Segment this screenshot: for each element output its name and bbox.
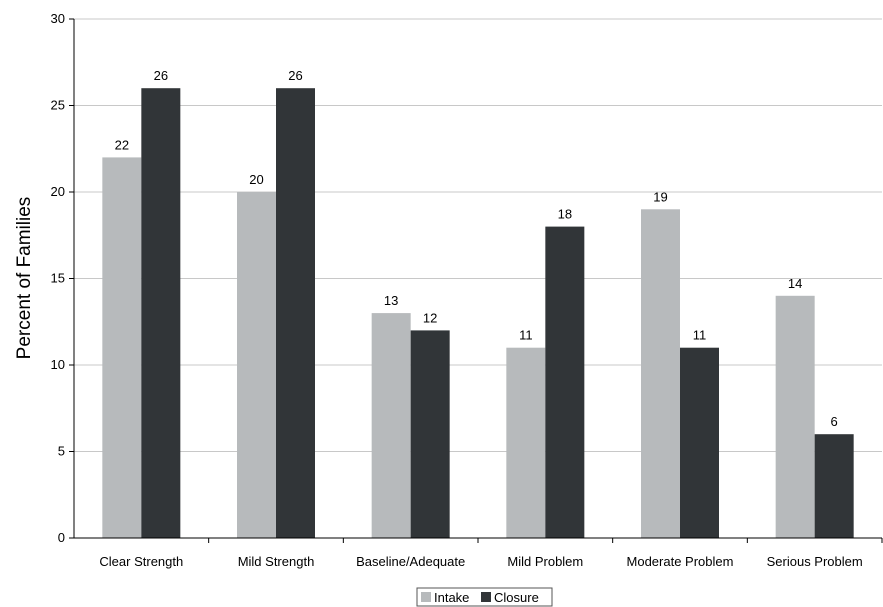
grid-lines bbox=[74, 18, 882, 452]
x-tick-label: Moderate Problem bbox=[627, 554, 734, 569]
data-label: 26 bbox=[154, 68, 168, 83]
legend-swatch-intake bbox=[421, 592, 431, 602]
bar-intake bbox=[237, 192, 276, 538]
data-label: 19 bbox=[653, 189, 667, 204]
data-label: 11 bbox=[519, 328, 533, 343]
data-label: 26 bbox=[288, 68, 302, 83]
y-tick-label: 20 bbox=[51, 184, 65, 199]
y-axis: 0 5 10 15 20 25 30 bbox=[51, 11, 75, 545]
legend-swatch-closure bbox=[481, 592, 491, 602]
bar-closure bbox=[814, 434, 854, 538]
data-label: 13 bbox=[384, 293, 398, 308]
x-tick-label: Clear Strength bbox=[99, 554, 183, 569]
x-axis: Clear Strength Mild Strength Baseline/Adeq… bbox=[74, 537, 883, 569]
y-tick-label: 30 bbox=[51, 11, 65, 26]
data-label: 12 bbox=[423, 310, 437, 325]
bar-intake bbox=[641, 209, 680, 539]
y-axis-label: Percent of Families bbox=[14, 197, 35, 360]
bar-intake bbox=[506, 347, 546, 538]
data-label: 14 bbox=[788, 276, 802, 291]
bar-closure bbox=[680, 347, 719, 538]
y-tick-label: 15 bbox=[51, 271, 65, 286]
data-label: 22 bbox=[115, 137, 129, 152]
legend-label-closure: Closure bbox=[494, 590, 539, 605]
data-label: 6 bbox=[831, 414, 838, 429]
y-tick-label: 5 bbox=[58, 444, 65, 459]
y-tick-label: 0 bbox=[58, 530, 65, 545]
bar-intake bbox=[371, 313, 411, 538]
bar-intake bbox=[102, 157, 142, 538]
y-tick-label: 10 bbox=[51, 357, 65, 372]
legend: Intake Closure bbox=[416, 587, 553, 607]
data-label: 20 bbox=[249, 172, 263, 187]
bars: 22 26 20 26 13 12 11 18 19 11 14 6 bbox=[102, 68, 854, 539]
bar-closure bbox=[276, 88, 315, 538]
bar-closure bbox=[141, 88, 181, 538]
bar-intake bbox=[775, 295, 815, 538]
x-tick-label: Mild Strength bbox=[238, 554, 315, 569]
legend-label-intake: Intake bbox=[434, 590, 469, 605]
x-tick-label: Mild Problem bbox=[507, 554, 583, 569]
data-label: 18 bbox=[558, 207, 572, 222]
data-label: 11 bbox=[693, 328, 707, 343]
bar-closure bbox=[410, 330, 450, 538]
x-tick-label: Baseline/Adequate bbox=[356, 554, 465, 569]
y-tick-label: 25 bbox=[51, 98, 65, 113]
x-tick-label: Serious Problem bbox=[767, 554, 863, 569]
bar-closure bbox=[545, 226, 585, 538]
